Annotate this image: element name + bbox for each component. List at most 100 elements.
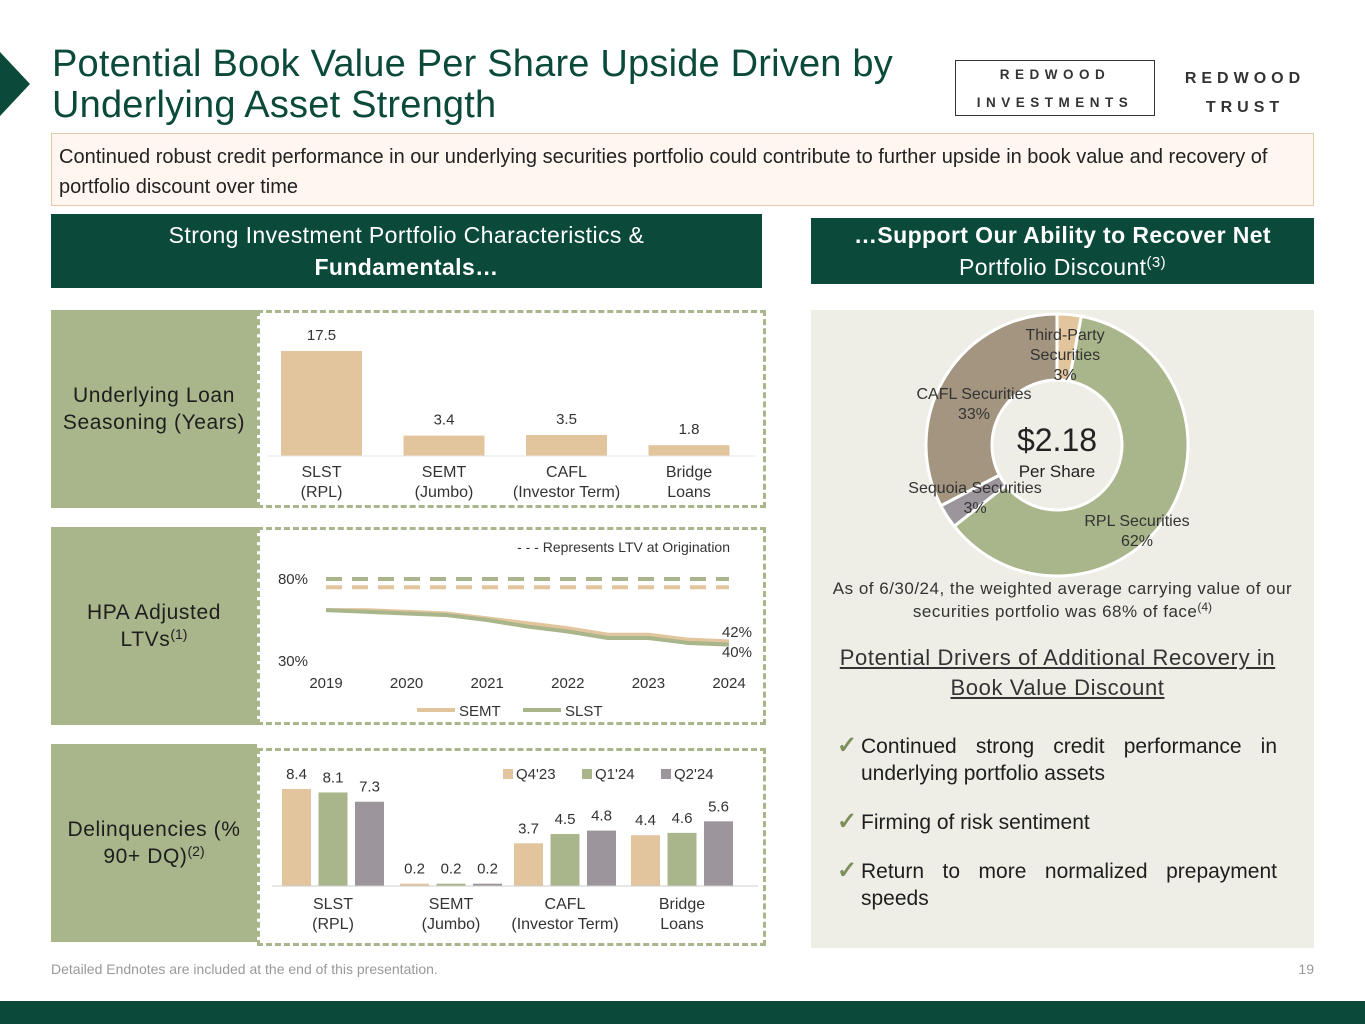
driver-text: Continued strong credit performance in u… [861, 735, 1277, 785]
row-label-delinquencies: Delinquencies (% 90+ DQ)(2) [51, 744, 257, 942]
dq-bar [436, 883, 466, 886]
list-item: ✓ Return to more normalized prepayment s… [837, 858, 1277, 912]
left-section-header: Strong Investment Portfolio Characterist… [51, 214, 762, 288]
header-line: …Support Our Ability to Recover Net [854, 222, 1271, 248]
portfolio-discount-donut-chart: $2.18 Per Share Third-Party Securities 3% RPL… [908, 312, 1190, 578]
category-label: SEMT (Jumbo) [415, 464, 474, 501]
list-item: ✓ Continued strong credit performance in… [837, 733, 1277, 787]
data-label: 4.4 [635, 812, 656, 829]
legend-swatch [582, 769, 592, 779]
data-label: 4.5 [555, 811, 576, 828]
slice-label: RPL Securities 62% [1084, 513, 1189, 550]
legend-label: Q4'23 [516, 766, 556, 783]
right-panel: $2.18 Per Share Third-Party Securities 3% RPL… [811, 310, 1314, 948]
footnote-ref: (4) [1197, 600, 1213, 614]
dq-bar [631, 835, 660, 886]
data-label: 0.2 [404, 861, 425, 878]
legend-label: Q1'24 [595, 766, 635, 783]
dq-bar [282, 789, 311, 886]
row-label-seasoning: Underlying Loan Seasoning (Years) [51, 310, 257, 508]
dq-bar [355, 801, 384, 886]
slice-label: Sequoia Securities 3% [908, 480, 1041, 517]
data-label: 3.5 [556, 411, 577, 428]
data-label: 0.2 [477, 861, 498, 878]
header-line: Portfolio Discount [959, 254, 1147, 280]
legend-label: SLST [565, 703, 603, 720]
drivers-title: Potential Drivers of Additional Recovery… [839, 645, 1276, 700]
end-label: 42% [722, 624, 752, 641]
data-label: 7.3 [359, 779, 380, 796]
category-label: Bridge Loans [659, 896, 705, 933]
seasoning-bar [526, 435, 607, 456]
dq-bar [587, 830, 616, 886]
driver-text: Return to more normalized prepayment spe… [861, 860, 1277, 910]
data-label: 17.5 [307, 327, 336, 344]
check-icon: ✓ [837, 732, 858, 759]
category-label: Bridge Loans [666, 464, 712, 501]
legend-swatch [661, 769, 671, 779]
footer-bar [0, 1001, 1365, 1024]
data-label: 4.6 [672, 810, 693, 827]
row-label-ltv: HPA Adjusted LTVs(1) [51, 527, 257, 725]
logo-text: REDWOOD [1184, 70, 1306, 87]
category-label: SEMT (Jumbo) [422, 896, 481, 933]
category-label: CAFL (Investor Term) [511, 896, 618, 933]
page-number: 19 [1298, 961, 1314, 977]
list-item: ✓ Firming of risk sentiment [837, 809, 1277, 836]
row-label-text: HPA Adjusted LTVs [86, 601, 222, 651]
redwood-trust-logo: REDWOOD TRUST [1170, 64, 1320, 122]
redwood-investments-logo: REDWOOD INVESTMENTS [955, 60, 1155, 116]
seasoning-chart-box: 17.5 SLST (RPL) 3.4 SEMT (Jumbo) 3.5 CAFL (Inves… [257, 310, 766, 508]
legend-swatch [503, 769, 513, 779]
data-label: 5.6 [708, 798, 729, 815]
category-label: SLST (RPL) [312, 896, 354, 933]
x-tick-label: 2020 [390, 675, 423, 692]
row-label-text: Delinquencies (% 90+ DQ) [67, 818, 241, 868]
x-tick-label: 2019 [309, 675, 342, 692]
x-tick-label: 2023 [632, 675, 665, 692]
row-label-text: Underlying Loan Seasoning (Years) [62, 384, 246, 434]
seasoning-bar [281, 351, 362, 456]
category-label: CAFL (Investor Term) [513, 464, 620, 501]
series-line-slst [325, 608, 730, 647]
dq-bar [400, 883, 429, 886]
x-tick-label: 2021 [471, 675, 504, 692]
header-line: Strong Investment Portfolio Characterist… [168, 222, 645, 248]
delinquency-chart-box: 8.4 8.1 7.3 SLST (RPL) 0.2 0.2 0.2 SEMT (Jumbo) 3.… [257, 748, 766, 946]
dq-bar [550, 834, 580, 886]
x-tick-label: 2024 [712, 675, 745, 692]
intro-callout: Continued robust credit performance in o… [51, 133, 1314, 206]
footnote-ref: (2) [187, 843, 205, 859]
end-label: 40% [722, 644, 752, 661]
driver-text: Firming of risk sentiment [861, 811, 1090, 834]
y-tick-label: 80% [278, 571, 308, 588]
carrying-value-note: As of 6/30/24, the weighted average carr… [811, 577, 1314, 623]
dq-bar [514, 843, 543, 886]
logo-text: INVESTMENTS [976, 95, 1134, 110]
data-label: 4.8 [591, 808, 612, 825]
data-label: 8.4 [286, 766, 307, 783]
carrying-value-text: As of 6/30/24, the weighted average carr… [832, 579, 1293, 621]
logo-text: TRUST [1205, 99, 1285, 116]
slice-label: Third-Party Securities 3% [1025, 327, 1104, 384]
center-value: $2.18 [1017, 422, 1097, 458]
legend-label: Q2'24 [674, 766, 714, 783]
seasoning-bar-chart: 17.5 SLST (RPL) 3.4 SEMT (Jumbo) 3.5 CAFL (Inves… [268, 327, 755, 501]
data-label: 0.2 [441, 861, 462, 878]
y-tick-label: 30% [278, 653, 308, 670]
dq-bar [318, 792, 348, 886]
x-tick-label: 2022 [551, 675, 584, 692]
dq-bar [473, 883, 502, 886]
legend-label: SEMT [459, 703, 501, 720]
seasoning-bar [648, 445, 730, 456]
origination-annotation: - - - Represents LTV at Origination [517, 539, 730, 555]
drivers-list: ✓ Continued strong credit performance in… [837, 733, 1277, 934]
donut-slice [952, 314, 1190, 578]
page-title: Potential Book Value Per Share Upside Dr… [52, 43, 893, 126]
data-label: 8.1 [323, 769, 344, 786]
footnote-ref: (3) [1146, 254, 1166, 271]
data-label: 3.4 [434, 412, 455, 429]
category-label: SLST (RPL) [301, 464, 343, 501]
check-icon: ✓ [837, 857, 858, 884]
header-line: Fundamentals… [314, 254, 499, 280]
